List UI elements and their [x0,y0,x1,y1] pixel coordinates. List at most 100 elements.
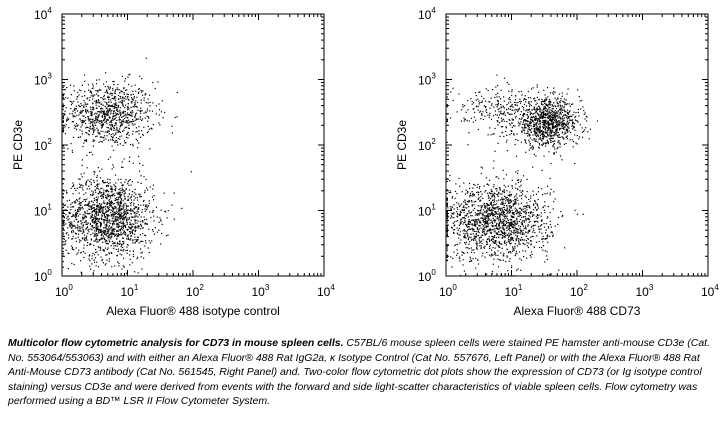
event-dot [176,116,178,118]
event-dot [89,188,91,190]
event-dot [525,123,527,125]
event-dot [582,213,584,215]
event-dot [83,238,86,240]
event-dot [475,233,477,235]
event-dot [544,94,546,96]
event-dot [110,139,112,141]
event-dot [116,245,118,247]
event-dot [464,219,466,221]
event-dot [112,119,114,121]
event-dot [123,93,125,95]
event-dot [160,243,162,245]
event-dot [71,185,74,188]
event-dot [574,129,576,131]
event-dot [521,94,523,96]
event-dot [94,185,96,188]
event-dot [513,233,515,235]
event-dot [116,242,118,244]
event-dot [550,119,552,121]
event-dot [111,229,113,231]
event-dot [75,211,77,213]
event-dot [106,219,109,221]
event-dot [85,184,87,186]
event-dot [534,140,536,142]
event-dot [121,120,123,122]
event-dot [501,243,503,245]
event-dot [122,200,124,202]
event-dot [121,192,123,194]
event-dot [530,105,532,107]
event-dot [117,243,119,245]
event-dot [468,226,470,228]
event-dot [452,99,454,102]
event-dot [467,109,469,111]
event-dot [482,239,484,241]
event-dot [108,105,110,107]
event-dot [121,209,123,211]
event-dot [144,208,146,210]
event-dot [521,221,523,223]
event-dot [502,105,504,107]
event-dot [119,138,121,140]
event-dot [464,207,466,209]
event-dot [496,190,498,192]
event-dot [484,210,486,213]
event-dot [148,128,150,130]
event-dot [463,270,465,272]
event-dot [512,249,514,251]
event-dot [78,183,81,185]
event-dot [543,102,546,104]
event-dot [75,233,77,235]
event-dot [533,214,535,216]
event-dot [521,117,523,119]
event-dot [62,117,64,119]
event-dot [90,114,92,116]
event-dot [500,199,502,201]
event-dot [102,230,104,232]
event-dot [122,219,124,221]
event-dot [551,232,553,234]
event-dot [121,205,123,207]
event-dot [125,121,128,123]
event-dot [510,252,512,254]
event-dot [556,114,558,116]
event-dot [446,106,448,108]
event-dot [115,107,117,109]
event-dot [144,234,146,236]
event-dot [112,87,114,90]
event-dot [123,218,125,220]
event-dot [495,242,497,244]
event-dot [538,214,540,216]
event-dot [79,213,81,215]
event-dot [515,250,517,253]
event-dot [471,211,473,213]
event-dot [121,199,123,201]
event-dot [95,99,97,101]
event-dot [120,217,122,219]
event-dot [102,196,104,198]
event-dot [468,219,470,221]
event-dot [563,106,565,108]
event-dot [118,234,120,236]
event-dot [103,95,105,98]
event-dot [533,203,535,205]
event-dot [93,209,95,211]
event-dot [465,233,467,235]
event-dot [69,113,71,115]
event-dot [529,200,531,202]
event-dot [115,221,117,223]
event-dot [81,84,83,86]
event-dot [111,226,113,228]
event-dot [485,225,487,227]
event-dot [135,112,138,114]
event-dot [99,191,101,193]
event-dot [64,133,66,135]
event-dot [93,259,95,261]
event-dot [474,221,476,223]
event-dot [87,111,90,113]
event-dot [107,190,109,192]
event-dot [566,115,568,117]
event-dot [543,133,545,136]
event-dot [511,224,513,226]
event-dot [113,202,115,205]
